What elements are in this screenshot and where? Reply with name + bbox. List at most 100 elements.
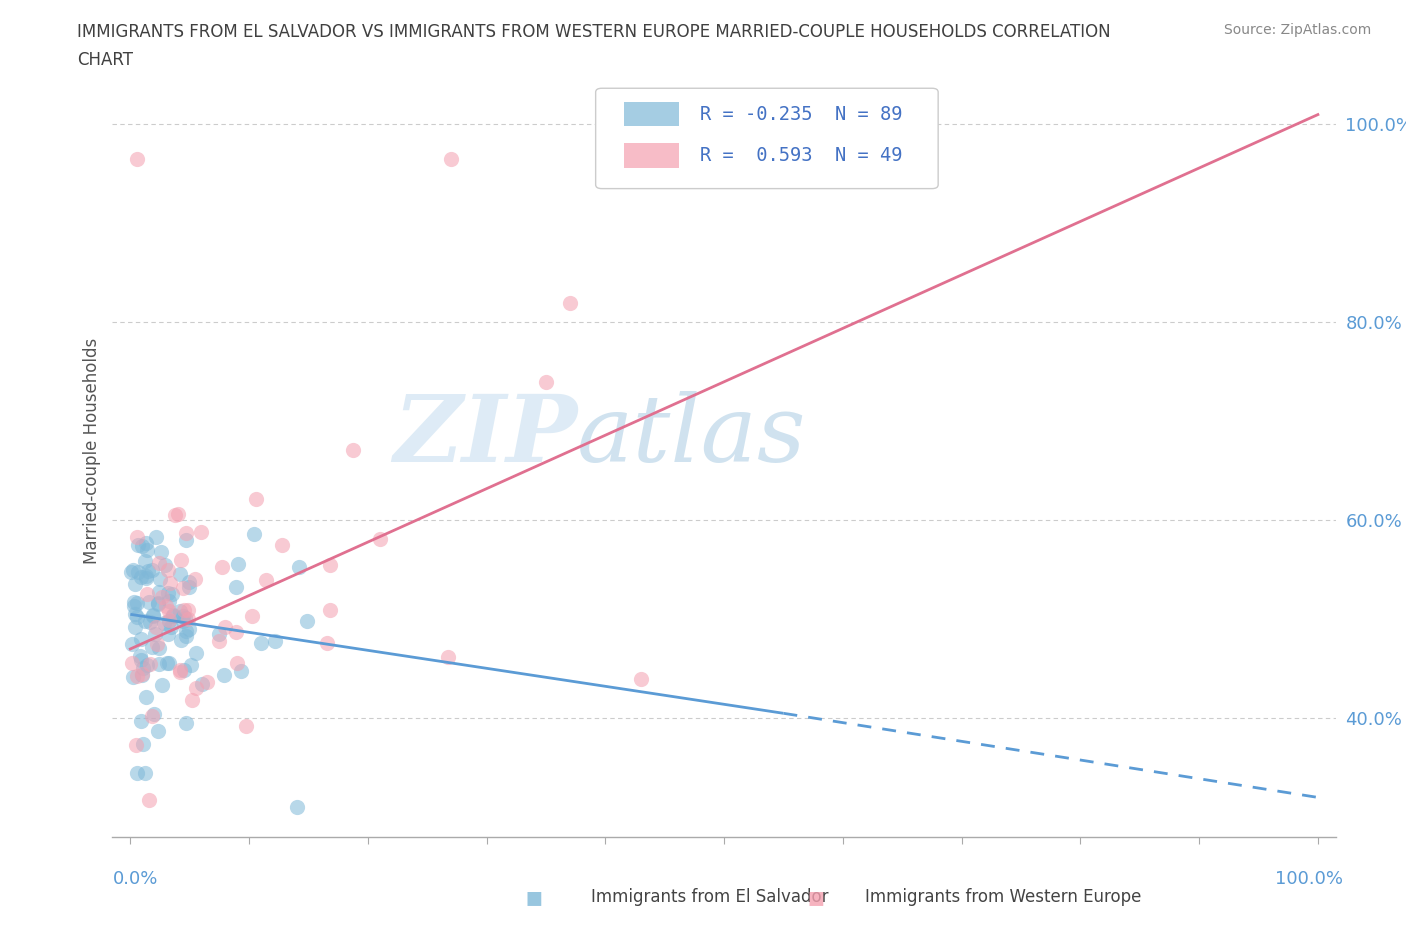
Point bbox=[172, 608, 194, 623]
Point bbox=[184, 645, 207, 660]
Point bbox=[157, 594, 180, 609]
Point bbox=[141, 709, 163, 724]
Point bbox=[173, 611, 195, 626]
Point bbox=[132, 661, 155, 676]
Point bbox=[157, 612, 180, 627]
Point bbox=[243, 526, 266, 541]
Point bbox=[148, 585, 170, 600]
Point bbox=[226, 656, 249, 671]
Point bbox=[122, 670, 145, 684]
Point bbox=[145, 620, 167, 635]
Point bbox=[169, 566, 191, 581]
Point bbox=[132, 737, 155, 751]
Point bbox=[169, 632, 191, 647]
Point bbox=[172, 614, 194, 629]
Point bbox=[250, 635, 273, 650]
Point bbox=[440, 152, 463, 166]
Point bbox=[263, 633, 285, 648]
Point bbox=[174, 623, 197, 638]
Text: ▪: ▪ bbox=[806, 884, 825, 911]
Point bbox=[183, 572, 205, 587]
Point bbox=[148, 556, 170, 571]
Point bbox=[162, 608, 184, 623]
FancyBboxPatch shape bbox=[624, 143, 679, 168]
Point bbox=[163, 508, 186, 523]
Point bbox=[129, 653, 152, 668]
Point bbox=[162, 607, 184, 622]
Point bbox=[208, 634, 231, 649]
Point bbox=[534, 375, 557, 390]
Point bbox=[146, 595, 169, 610]
Text: R = -0.235  N = 89: R = -0.235 N = 89 bbox=[700, 104, 903, 124]
Point bbox=[150, 677, 173, 692]
Point bbox=[135, 658, 157, 672]
Point bbox=[225, 579, 247, 594]
Point bbox=[125, 737, 148, 752]
Point bbox=[149, 545, 172, 560]
Text: R =  0.593  N = 49: R = 0.593 N = 49 bbox=[700, 146, 903, 166]
Point bbox=[135, 690, 157, 705]
Point bbox=[190, 525, 212, 539]
Point bbox=[127, 565, 149, 579]
Point bbox=[226, 556, 249, 571]
Point bbox=[630, 671, 652, 686]
Point bbox=[235, 718, 257, 733]
Point bbox=[288, 559, 311, 574]
Point bbox=[143, 627, 166, 642]
FancyBboxPatch shape bbox=[624, 101, 679, 126]
Point bbox=[157, 604, 180, 618]
Point bbox=[176, 525, 198, 540]
Point bbox=[191, 677, 214, 692]
Point bbox=[167, 507, 190, 522]
Point bbox=[240, 609, 263, 624]
Point bbox=[125, 669, 148, 684]
Point bbox=[121, 656, 143, 671]
Point bbox=[124, 619, 146, 634]
Point bbox=[125, 529, 148, 544]
Text: Immigrants from El Salvador: Immigrants from El Salvador bbox=[591, 888, 828, 907]
Point bbox=[153, 558, 176, 573]
Point bbox=[169, 663, 191, 678]
Point bbox=[135, 571, 157, 586]
Point bbox=[129, 713, 152, 728]
Text: 100.0%: 100.0% bbox=[1275, 870, 1343, 888]
Point bbox=[129, 631, 152, 646]
Point bbox=[169, 664, 191, 679]
Point bbox=[195, 674, 218, 689]
Point bbox=[141, 609, 163, 624]
FancyBboxPatch shape bbox=[596, 88, 938, 189]
Point bbox=[225, 624, 247, 639]
Point bbox=[134, 765, 156, 780]
Point bbox=[121, 563, 143, 578]
Point bbox=[173, 603, 195, 618]
Point bbox=[436, 650, 458, 665]
Point bbox=[131, 538, 153, 553]
Point bbox=[146, 636, 169, 651]
Point bbox=[121, 565, 143, 579]
Point bbox=[121, 637, 143, 652]
Point bbox=[155, 598, 177, 613]
Point bbox=[146, 724, 169, 738]
Point bbox=[145, 530, 167, 545]
Point bbox=[174, 715, 197, 730]
Point bbox=[270, 538, 292, 552]
Point bbox=[157, 585, 180, 600]
Point bbox=[254, 572, 277, 587]
Point bbox=[134, 554, 156, 569]
Point bbox=[141, 563, 163, 578]
Text: Source: ZipAtlas.com: Source: ZipAtlas.com bbox=[1223, 23, 1371, 37]
Point bbox=[177, 579, 200, 594]
Point bbox=[176, 628, 198, 643]
Point bbox=[208, 626, 231, 641]
Point bbox=[124, 577, 146, 591]
Point bbox=[127, 765, 149, 780]
Point bbox=[148, 596, 170, 611]
Point bbox=[177, 611, 200, 626]
Point bbox=[157, 614, 180, 629]
Point bbox=[153, 616, 176, 631]
Point bbox=[177, 575, 200, 590]
Point bbox=[157, 563, 180, 578]
Point bbox=[319, 557, 342, 572]
Point bbox=[177, 621, 200, 636]
Point bbox=[159, 576, 181, 591]
